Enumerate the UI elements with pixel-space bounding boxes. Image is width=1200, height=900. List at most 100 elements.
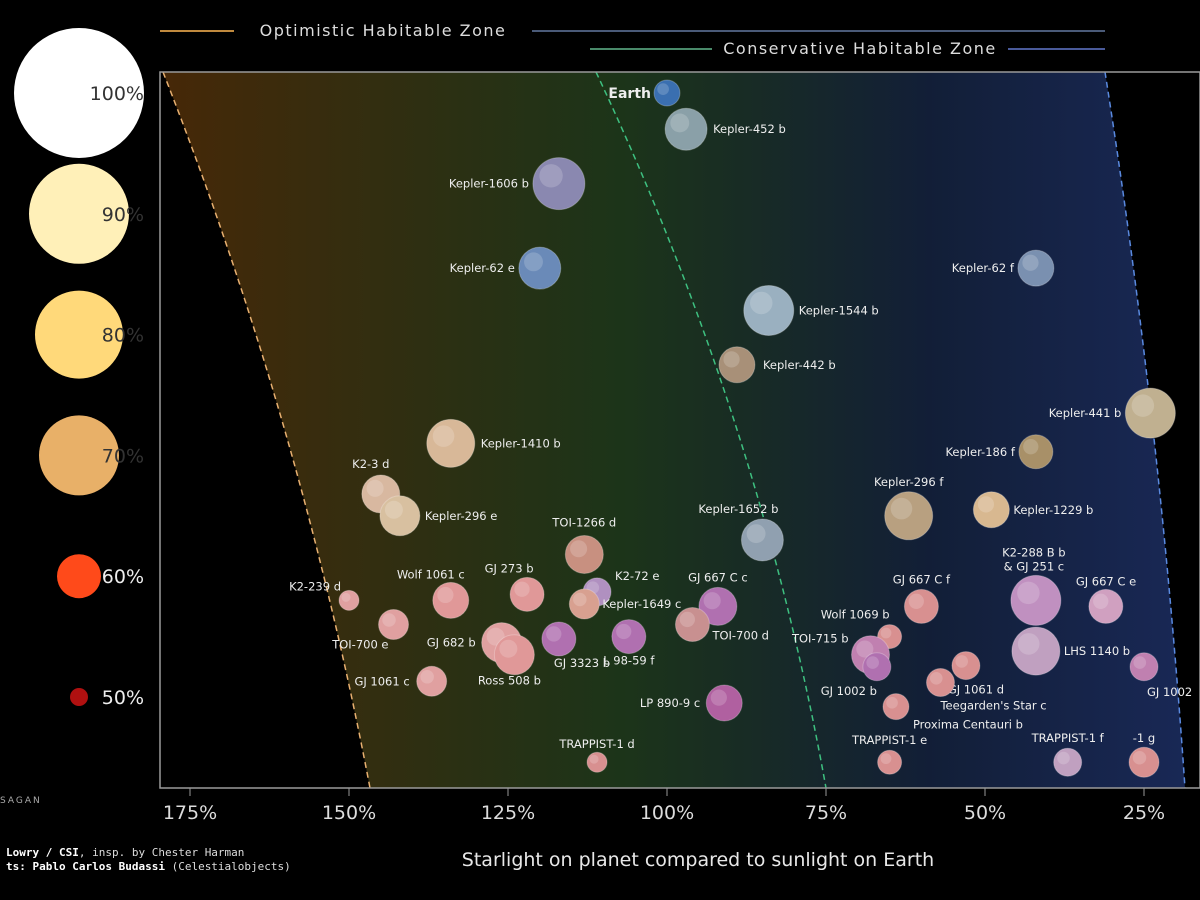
planet-highlight [908, 593, 924, 609]
planet-kepler-1649-c [568, 588, 600, 620]
plot-frame [159, 71, 1200, 789]
credit-art: ts: Pablo Carlos Budassi [6, 860, 165, 873]
planet-highlight [1057, 751, 1070, 765]
planet-label: LP 890-9 c [640, 696, 700, 710]
planet-layer: Earth Kepler-452 b Kepler-1606 b Kepler-62 … [289, 79, 1192, 778]
planet-kepler-1544-b [743, 284, 795, 336]
planet-label: GJ 1002 [1147, 685, 1192, 699]
planet-label: GJ 1061 c [354, 674, 409, 688]
planet-highlight [977, 496, 995, 513]
planet-label: TOI-700 d [711, 629, 769, 643]
planet-label: Proxima Centauri b [913, 718, 1023, 732]
planet-label: TOI-700 e [331, 638, 388, 652]
planet-highlight [616, 623, 632, 640]
planet-label: L 98-59 f [603, 654, 655, 668]
zone-legend: Optimistic Habitable Zone Conservative Ha… [160, 21, 1105, 58]
y-tick-label: 70% [102, 445, 144, 467]
planet-label: Kepler-1410 b [481, 436, 561, 450]
planet-highlight [1132, 750, 1147, 765]
planet-label: K2-288 B b [1002, 545, 1065, 559]
planet-label: Ross 508 b [478, 674, 541, 688]
zone-fill [163, 72, 1185, 788]
planet-highlight [384, 500, 403, 519]
planet-kepler-1652-b [740, 518, 784, 562]
planet-label: & GJ 251 c [1004, 559, 1065, 573]
planet-label: GJ 273 b [485, 561, 534, 575]
planet-highlight [746, 524, 766, 544]
planet-label: Kepler-296 e [425, 509, 497, 523]
planet-highlight [856, 640, 874, 658]
star-circle [14, 28, 144, 158]
credit-inspiration: , insp. by Chester Harman [78, 846, 245, 859]
planet-highlight [420, 670, 434, 684]
x-axis-label: Starlight on planet compared to sunlight… [462, 849, 934, 871]
credits: Lowry / CSI, insp. by Chester Harman ts:… [6, 846, 291, 874]
planet-wolf-1061-c [432, 581, 470, 619]
x-tick-label: 75% [805, 802, 847, 824]
planet-kepler-441-b [1124, 387, 1176, 439]
credit-author: Lowry / CSI [6, 846, 79, 859]
planet-highlight [366, 479, 384, 497]
conservative-legend-label: Conservative Habitable Zone [723, 39, 997, 58]
star-circle [29, 163, 129, 264]
x-tick-label: 125% [481, 802, 535, 824]
planet-highlight [929, 672, 943, 685]
planet-label: Kepler-452 b [713, 122, 786, 136]
planet-gj-667-c-c [698, 586, 738, 626]
planet-label: GJ 667 C f [893, 572, 951, 586]
planet-trappist-1-e [877, 749, 903, 775]
planet-kepler-442-b [718, 346, 756, 384]
planet-label: TRAPPIST-1 f [1031, 731, 1105, 745]
planet-highlight [546, 626, 562, 642]
planet-highlight [679, 611, 695, 628]
x-tick-label: 150% [322, 802, 376, 824]
star-circle [35, 290, 123, 379]
x-tick-label: 25% [1123, 802, 1165, 824]
planet-label: Wolf 1069 b [821, 608, 890, 622]
outer-boundary-line [1104, 72, 1186, 788]
planet-highlight [750, 291, 773, 315]
planet-label: Kepler-1652 b [698, 502, 778, 516]
planet-highlight [382, 613, 396, 627]
planet-label: Kepler-62 f [952, 261, 1015, 275]
star-size-scale: 100% 90% 80% 70% 60% 50% [14, 28, 144, 709]
planet-gj-1061-c [416, 665, 448, 697]
planet-kepler-296-e [379, 495, 421, 537]
planet-toi-1266-d [564, 534, 604, 574]
planet-label: Kepler-1606 b [449, 177, 529, 191]
planet-label: Kepler-1229 b [1013, 503, 1093, 517]
y-tick-label: 50% [102, 687, 144, 709]
credit-art-source: (Celestialobjects) [164, 860, 291, 873]
y-tick-label: 90% [102, 204, 144, 226]
planet-earth [653, 79, 681, 107]
planet-label: TRAPPIST-1 e [851, 733, 927, 747]
planet-highlight [670, 113, 690, 133]
planet-label: GJ 1061 d [948, 683, 1004, 697]
planet-highlight [866, 656, 879, 669]
planet-highlight [710, 689, 727, 706]
planet-label: Kepler-62 e [450, 261, 515, 275]
planet-lhs-1140-b [1011, 626, 1061, 676]
x-tick-label: 50% [964, 802, 1006, 824]
planet-highlight [1133, 656, 1147, 669]
x-axis: 175% 150% 125% 100% 75% 50% 25% [163, 788, 1165, 824]
planet-highlight [437, 586, 454, 604]
star-circle [39, 415, 119, 496]
planet-label: TOI-1266 d [551, 515, 616, 529]
planet-gj-1061-d [951, 651, 981, 681]
planet-label: Kepler-1544 b [799, 303, 879, 317]
planet-gj-667-c-f [903, 588, 939, 624]
planet-highlight [955, 655, 969, 668]
planet-highlight [1017, 581, 1040, 605]
planet-highlight [1022, 254, 1039, 271]
planet-l-98-59-f [611, 619, 647, 655]
planet-label: Kepler-1649 c [602, 597, 681, 611]
planet-label: LHS 1140 b [1064, 644, 1130, 658]
planet-trappist-1-d [586, 751, 608, 773]
planet-highlight [886, 696, 898, 709]
planet-k2-288-b-b-gj-251-c [1010, 574, 1062, 626]
planet-label: TRAPPIST-1 d [558, 737, 634, 751]
planet-proxima-centauri-b [882, 693, 910, 721]
optimistic-legend-label: Optimistic Habitable Zone [260, 21, 507, 40]
